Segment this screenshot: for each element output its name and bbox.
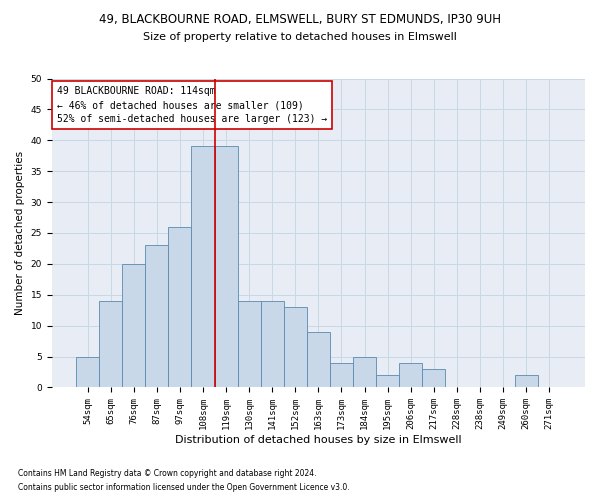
X-axis label: Distribution of detached houses by size in Elmswell: Distribution of detached houses by size …: [175, 435, 462, 445]
Bar: [215, 146, 238, 388]
Bar: [145, 246, 169, 388]
Bar: [238, 301, 260, 388]
Bar: [515, 375, 538, 388]
Bar: [353, 356, 376, 388]
Text: Size of property relative to detached houses in Elmswell: Size of property relative to detached ho…: [143, 32, 457, 42]
Bar: [169, 227, 191, 388]
Bar: [191, 146, 215, 388]
Bar: [99, 301, 122, 388]
Bar: [399, 363, 422, 388]
Bar: [330, 363, 353, 388]
Bar: [376, 375, 399, 388]
Bar: [284, 307, 307, 388]
Bar: [260, 301, 284, 388]
Text: Contains HM Land Registry data © Crown copyright and database right 2024.: Contains HM Land Registry data © Crown c…: [18, 468, 317, 477]
Bar: [422, 369, 445, 388]
Bar: [122, 264, 145, 388]
Y-axis label: Number of detached properties: Number of detached properties: [15, 151, 25, 315]
Text: 49, BLACKBOURNE ROAD, ELMSWELL, BURY ST EDMUNDS, IP30 9UH: 49, BLACKBOURNE ROAD, ELMSWELL, BURY ST …: [99, 12, 501, 26]
Bar: [76, 356, 99, 388]
Bar: [307, 332, 330, 388]
Text: 49 BLACKBOURNE ROAD: 114sqm
← 46% of detached houses are smaller (109)
52% of se: 49 BLACKBOURNE ROAD: 114sqm ← 46% of det…: [57, 86, 328, 124]
Text: Contains public sector information licensed under the Open Government Licence v3: Contains public sector information licen…: [18, 484, 350, 492]
